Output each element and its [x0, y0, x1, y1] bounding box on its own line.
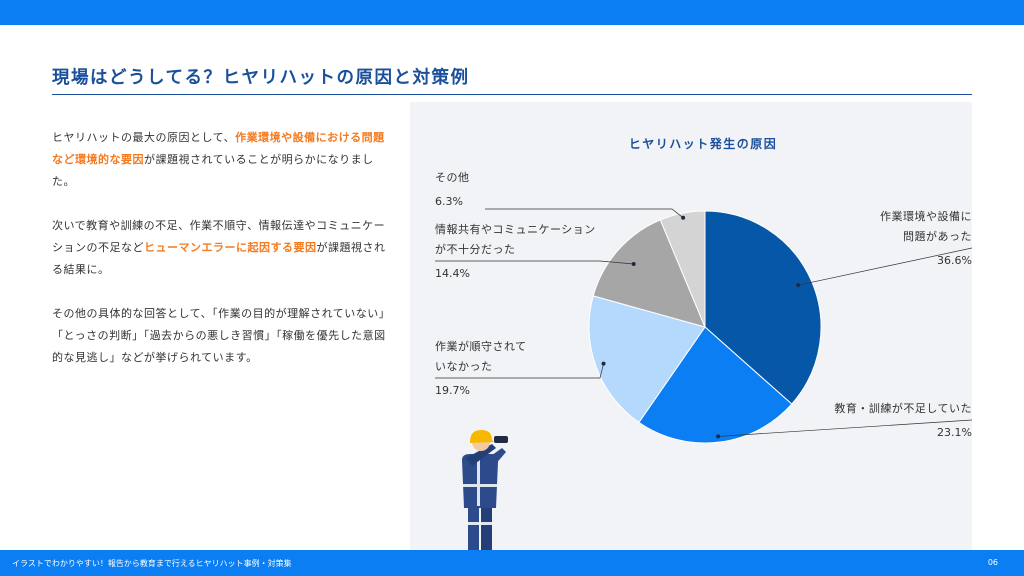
- leader-line: [435, 363, 604, 379]
- binoculars-icon: [494, 436, 508, 443]
- paragraph-3: その他の具体的な回答として、「作業の目的が理解されていない」「とっさの判断」「過…: [52, 303, 387, 369]
- pie-slice: [704, 210, 822, 405]
- leader-line: [798, 247, 972, 286]
- leader-line: [485, 208, 684, 219]
- body-text-run: その他の具体的な回答として、「作業の目的が理解されていない」「とっさの判断」「過…: [52, 307, 386, 364]
- slice-label: 教育・訓練が不足していた: [834, 401, 972, 415]
- slice-value-label: 36.6%: [937, 254, 972, 267]
- body-text-run: が課題視される結果に。: [52, 241, 386, 276]
- body-text-run: ヒヤリハットの最大の原因として、: [52, 131, 236, 144]
- body-text-run: 次いで教育や訓練の不足、作業不順守、情報伝達やコミュニケーションの不足など: [52, 219, 386, 254]
- reflective-stripe: [468, 522, 479, 525]
- chart-panel: ヒヤリハット発生の原因 作業環境や設備に問題があった 36.6% 教育・訓練が不足し…: [410, 102, 972, 550]
- pie-slice: [592, 219, 706, 328]
- paragraph-1: ヒヤリハットの最大の原因として、作業環境や設備における問題など環境的な要因が課題…: [52, 127, 387, 193]
- reflective-stripe: [477, 456, 480, 506]
- worker-arm: [466, 444, 496, 466]
- slice-value-label: 19.7%: [435, 384, 470, 397]
- leader-dot: [796, 283, 801, 288]
- top-bar: [0, 0, 1024, 25]
- slice-value-label: 23.1%: [937, 426, 972, 439]
- body-text-run: が課題視されていることが明らかになりました。: [52, 153, 374, 188]
- leader-dot: [601, 361, 606, 366]
- leader-dot: [631, 262, 636, 267]
- chart-title: ヒヤリハット発生の原因: [629, 136, 778, 151]
- worker-leg: [481, 504, 492, 550]
- slice-label: 問題があった: [903, 229, 972, 243]
- slice-label: が不十分だった: [435, 242, 516, 256]
- leader-dot: [716, 434, 721, 439]
- leader-line: [435, 260, 634, 265]
- slice-value-label: 6.3%: [435, 195, 463, 208]
- footer: イラストでわかりやすい！報告から教育まで行えるヒヤリハット事例・対策集 06: [0, 550, 1024, 576]
- title-divider: [52, 94, 972, 95]
- paragraph-2: 次いで教育や訓練の不足、作業不順守、情報伝達やコミュニケーションの不足などヒュー…: [52, 215, 387, 281]
- helmet: [470, 430, 494, 443]
- leader-line: [718, 419, 972, 437]
- slice-label: 作業環境や設備に: [880, 209, 972, 223]
- slice-value-label: 14.4%: [435, 267, 470, 280]
- pie-slice: [659, 210, 706, 328]
- pie-slice: [638, 326, 793, 444]
- page-title: 現場はどうしてる？ヒヤリハットの原因と対策例: [52, 68, 470, 88]
- slice-label: その他: [435, 171, 470, 184]
- highlight-text: ヒューマンエラーに起因する要因: [144, 241, 317, 254]
- leader-dot: [681, 215, 686, 220]
- slice-label: 作業が順守されて: [435, 339, 527, 353]
- reflective-stripe: [481, 522, 492, 525]
- slice-label: いなかった: [435, 360, 493, 373]
- page-number: 06: [987, 558, 998, 567]
- body-text: ヒヤリハットの最大の原因として、作業環境や設備における問題など環境的な要因が課題…: [52, 127, 387, 391]
- worker-with-binoculars-illustration: [462, 430, 508, 550]
- footer-text: イラストでわかりやすい！報告から教育まで行えるヒヤリハット事例・対策集: [12, 559, 292, 568]
- worker-arm: [488, 448, 506, 466]
- highlight-text: 作業環境や設備における問題など環境的な要因: [52, 131, 385, 166]
- slice-label: 情報共有やコミュニケーション: [435, 222, 596, 236]
- worker-leg: [468, 504, 479, 550]
- pie-slice: [588, 295, 706, 424]
